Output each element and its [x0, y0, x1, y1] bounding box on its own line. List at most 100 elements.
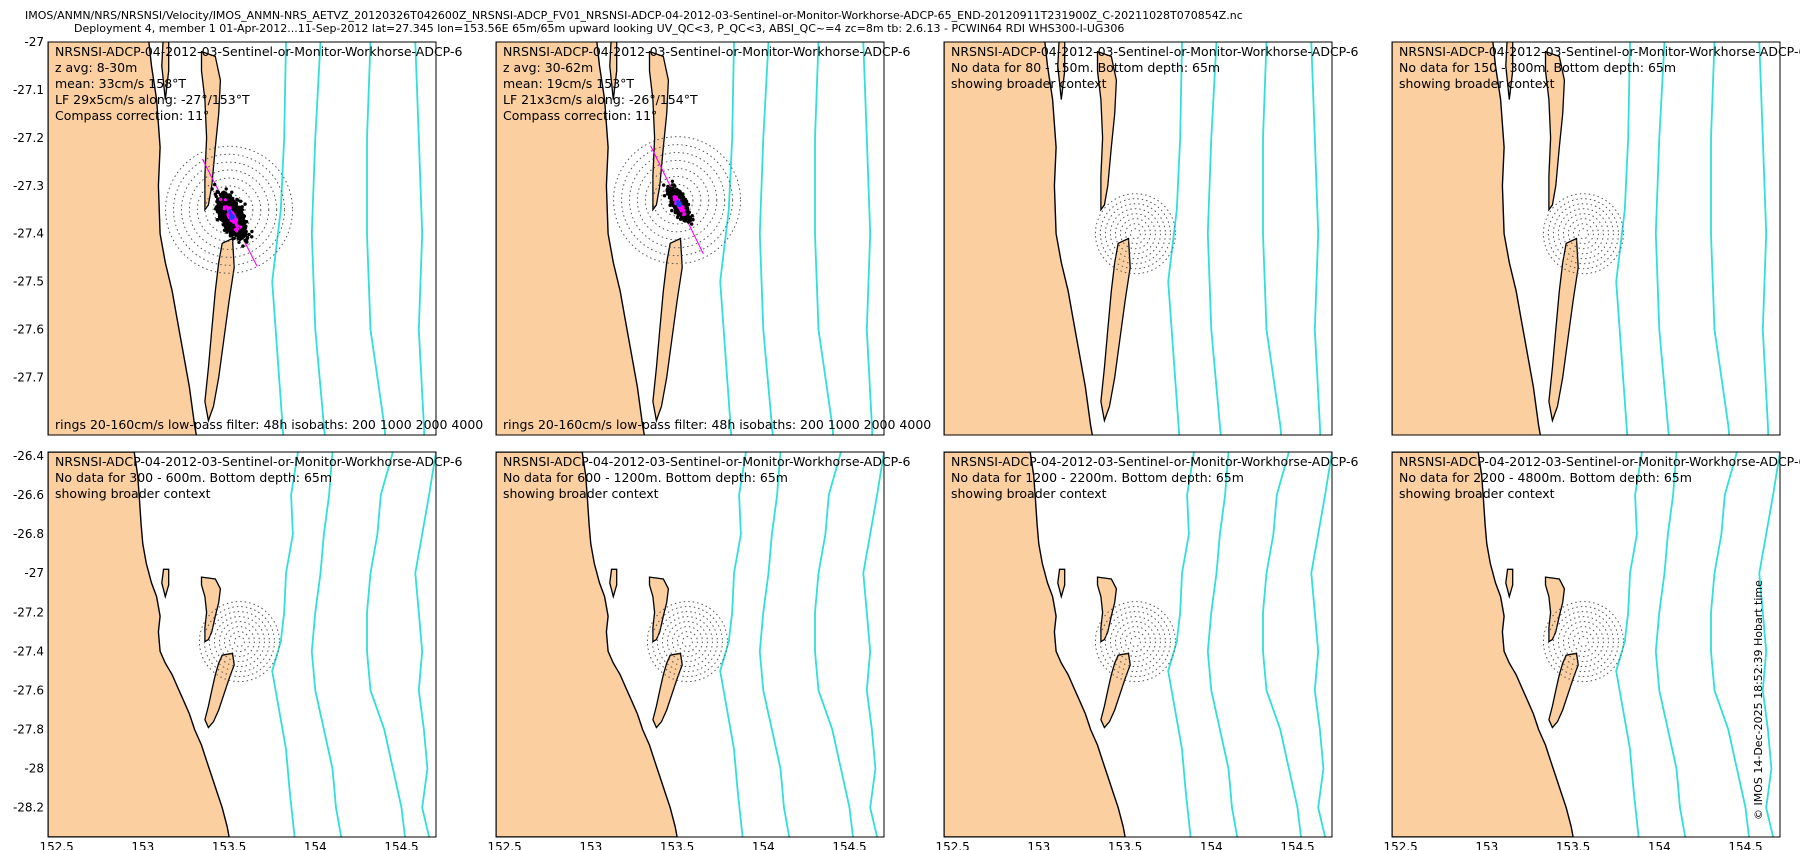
- velocity-point: [214, 207, 218, 211]
- lowpass-point: [234, 223, 238, 227]
- velocity-ring: [180, 161, 278, 258]
- velocity-ring: [165, 145, 294, 274]
- island: [1057, 42, 1066, 100]
- isobath-1000m: [310, 452, 343, 837]
- velocity-point: [687, 215, 692, 219]
- velocity-ring: [1109, 616, 1161, 668]
- velocity-ring: [660, 183, 694, 217]
- y-tick-label: -27: [24, 35, 44, 49]
- y-tick-label: -26.4: [13, 449, 44, 463]
- isobath-4000m: [414, 452, 436, 837]
- velocity-point: [214, 194, 218, 199]
- x-tick-label: 153: [131, 840, 154, 850]
- map-content: [48, 452, 436, 837]
- velocity-ring: [1124, 631, 1146, 653]
- panel-info-line: showing broader context: [1399, 76, 1555, 91]
- map-content: [496, 42, 874, 435]
- velocity-point: [241, 244, 245, 248]
- velocity-point: [224, 219, 228, 223]
- velocity-point: [231, 232, 235, 236]
- velocity-point: [210, 187, 214, 191]
- mainland-coast: [496, 42, 646, 435]
- island: [1544, 50, 1566, 212]
- velocity-ring: [613, 136, 742, 265]
- mainland-coast: [48, 42, 198, 435]
- velocity-ring: [218, 621, 260, 663]
- x-tick-label: 153.5: [212, 840, 246, 850]
- panel-info-line: No data for 2200 - 4800m. Bottom depth: …: [1399, 470, 1692, 485]
- mainland-coast: [1392, 42, 1542, 435]
- velocity-ring: [676, 631, 698, 653]
- island: [652, 652, 683, 729]
- velocity-point: [226, 195, 230, 199]
- isobath-1000m: [1654, 42, 1670, 435]
- map-content: [48, 42, 426, 435]
- y-tick-label: -28.2: [13, 801, 44, 815]
- x-tick-label: 154: [304, 840, 327, 850]
- velocity-ring: [198, 601, 280, 683]
- y-tick-label: -27.4: [13, 227, 44, 241]
- velocity-ring: [1562, 621, 1604, 663]
- isobath-1000m: [758, 42, 774, 435]
- velocity-point: [233, 208, 238, 213]
- velocity-ring: [1547, 606, 1619, 678]
- velocity-ring: [1129, 636, 1141, 648]
- island: [1505, 42, 1514, 100]
- velocity-ring: [666, 621, 708, 663]
- island: [609, 568, 618, 600]
- velocity-point: [213, 182, 217, 187]
- panel-info-line: mean: 19cm/s 153°T: [503, 76, 634, 91]
- velocity-point: [215, 190, 219, 194]
- y-tick-label: -27: [24, 566, 44, 580]
- x-tick-label: 154.5: [832, 840, 866, 850]
- map-panel-1: NRSNSI-ADCP-04-2012-03-Sentinel-or-Monit…: [47, 41, 483, 436]
- velocity-ring: [1572, 223, 1594, 245]
- x-tick-label: 154.5: [1728, 840, 1762, 850]
- panel-info-line: showing broader context: [951, 76, 1107, 91]
- velocity-point: [668, 187, 673, 192]
- island: [1548, 237, 1579, 424]
- panel-info-line: mean: 33cm/s 158°T: [55, 76, 186, 91]
- velocity-ring: [636, 159, 718, 241]
- x-tick-label: 154: [1200, 840, 1223, 850]
- isobath-2000m: [1710, 42, 1731, 435]
- isobath-2000m: [1262, 452, 1302, 837]
- velocity-ring: [1572, 631, 1594, 653]
- velocity-ring: [1567, 626, 1599, 658]
- x-tick-label: 152.5: [935, 840, 969, 850]
- x-tick-label: 154.5: [384, 840, 418, 850]
- velocity-ring: [1567, 218, 1599, 250]
- velocity-ring: [203, 606, 275, 678]
- velocity-point: [678, 217, 683, 221]
- lowpass-point: [223, 198, 228, 202]
- panel-info-line: showing broader context: [1399, 486, 1555, 501]
- velocity-ring: [233, 636, 245, 648]
- island: [648, 50, 670, 212]
- isobath-4000m: [1758, 42, 1770, 435]
- mainland-coast: [48, 452, 230, 837]
- velocity-point: [670, 183, 674, 187]
- island: [1548, 652, 1579, 729]
- velocity-point: [236, 236, 241, 240]
- isobath-1000m: [1654, 452, 1687, 837]
- isobath-1000m: [1206, 42, 1222, 435]
- velocity-point: [224, 187, 228, 191]
- panel-title: NRSNSI-ADCP-04-2012-03-Sentinel-or-Monit…: [951, 44, 1358, 59]
- velocity-point: [221, 223, 225, 227]
- isobath-4000m: [862, 452, 884, 837]
- y-tick-label: -28: [24, 762, 44, 776]
- axes-frame: [47, 451, 437, 838]
- velocity-ring: [1562, 213, 1604, 255]
- velocity-point: [245, 237, 249, 241]
- map-panel-6: NRSNSI-ADCP-04-2012-03-Sentinel-or-Monit…: [487, 451, 910, 850]
- x-tick-label: 153: [579, 840, 602, 850]
- island: [652, 237, 683, 424]
- mainland-coast: [944, 452, 1126, 837]
- velocity-point: [673, 210, 677, 215]
- velocity-ring: [652, 175, 702, 225]
- velocity-ring: [1094, 193, 1176, 275]
- panel-info-line: LF 21x3cm/s along: -26°/154°T: [503, 92, 698, 107]
- velocity-ring: [228, 631, 250, 653]
- velocity-point: [676, 189, 680, 194]
- y-tick-label: -27.8: [13, 723, 44, 737]
